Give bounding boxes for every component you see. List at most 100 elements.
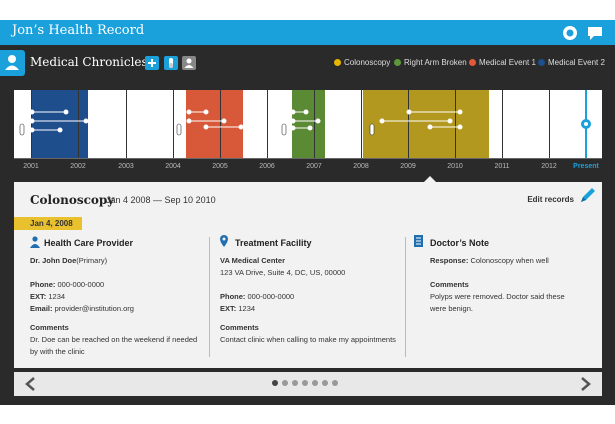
year-label: 2012: [541, 163, 557, 170]
phone-label: Phone:: [30, 280, 56, 289]
provider-column: Health Care Provider Dr. John Doe(Primar…: [30, 236, 205, 358]
year-label-present[interactable]: Present: [573, 163, 599, 170]
provider-comments: Dr. Doe can be reached on the weekend if…: [30, 335, 198, 356]
provider-email[interactable]: provider@institution.org: [54, 304, 134, 313]
medication-icon: [169, 58, 173, 68]
pager-dot[interactable]: [322, 380, 328, 386]
user-icon: [5, 55, 19, 70]
provider-phone: 000-000-0000: [57, 280, 105, 289]
year-label: 2008: [353, 163, 369, 170]
year-gridline: [78, 90, 79, 158]
event-band-medical-event-1[interactable]: [186, 90, 243, 158]
note-response: Colonoscopy when well: [470, 256, 549, 265]
facility-ext: 1234: [238, 304, 256, 313]
year-label: 2005: [212, 163, 228, 170]
year-label: 2002: [70, 163, 86, 170]
facility-name: VA Medical Center: [220, 256, 286, 265]
year-label: 2009: [400, 163, 416, 170]
medication-button[interactable]: [164, 56, 178, 70]
response-label: Response:: [430, 256, 469, 265]
pager-dot[interactable]: [312, 380, 318, 386]
timeline-event-markers: [19, 109, 591, 136]
column-divider: [405, 237, 406, 357]
email-label: Email:: [30, 304, 53, 313]
facility-heading-text: Treatment Facility: [235, 238, 312, 248]
selection-pointer: [423, 176, 437, 183]
event-date-range: Jan 4 2008 — Sep 10 2010: [106, 195, 216, 205]
event-detail-card: Colonoscopy Jan 4 2008 — Sep 10 2010 Edi…: [14, 182, 602, 368]
chevron-right-icon[interactable]: [580, 376, 592, 392]
facility-column: Treatment Facility VA Medical Center 123…: [220, 235, 400, 346]
phone-label: Phone:: [220, 292, 246, 301]
timeline[interactable]: [14, 90, 602, 158]
event-band-colonoscopy[interactable]: [363, 90, 489, 158]
comments-label: Comments: [220, 323, 259, 332]
location-pin-icon: [220, 235, 228, 247]
legend-item-medical-event-1[interactable]: Medical Event 1: [469, 58, 536, 67]
note-heading: Doctor’s Note: [414, 235, 574, 249]
chevron-left-icon[interactable]: [24, 376, 36, 392]
person-icon: [184, 58, 194, 68]
add-button[interactable]: [145, 56, 159, 70]
pager-dot[interactable]: [282, 380, 288, 386]
year-label: 2007: [306, 163, 322, 170]
note-heading-text: Doctor’s Note: [430, 238, 490, 248]
year-label: 2010: [447, 163, 463, 170]
legend-item-medical-event-2[interactable]: Medical Event 2: [538, 58, 605, 67]
legend-label: Medical Event 2: [548, 58, 605, 67]
pencil-icon[interactable]: [578, 186, 596, 206]
year-gridline: [408, 90, 409, 158]
legend-dot: [394, 58, 401, 66]
year-label: 2011: [494, 163, 510, 170]
pager-dot[interactable]: [302, 380, 308, 386]
legend-label: Colonoscopy: [344, 58, 391, 67]
pager-dot[interactable]: [332, 380, 338, 386]
event-band-right-arm-broken[interactable]: [292, 90, 325, 158]
provider-role: (Primary): [76, 256, 108, 265]
facility-address: 123 VA Drive, Suite 4, DC, US, 00000: [220, 268, 346, 277]
date-tag: Jan 4, 2008: [14, 217, 82, 230]
year-gridline: [267, 90, 268, 158]
pager-dot[interactable]: [292, 380, 298, 386]
year-label: 2001: [23, 163, 39, 170]
legend-item-colonoscopy[interactable]: Colonoscopy: [334, 58, 390, 67]
ext-label: EXT:: [220, 304, 237, 313]
legend-label: Medical Event 1: [479, 58, 536, 67]
year-gridline: [361, 90, 362, 158]
profile-button[interactable]: [0, 50, 25, 76]
year-label: 2006: [259, 163, 275, 170]
column-divider: [209, 237, 210, 357]
event-title: Colonoscopy: [30, 193, 115, 207]
provider-heading: Health Care Provider: [30, 236, 205, 249]
provider-heading-text: Health Care Provider: [44, 238, 134, 248]
year-gridline: [31, 90, 32, 158]
ext-label: EXT:: [30, 292, 47, 301]
pager-dot-active[interactable]: [272, 380, 278, 386]
note-comments: Polyps were removed. Doctor said these w…: [430, 292, 565, 313]
section-title: Medical Chronicles: [30, 55, 148, 69]
legend-dot: [538, 58, 545, 66]
legend-dot: [469, 58, 476, 66]
legend-dot: [334, 58, 341, 66]
edit-records-link[interactable]: Edit records: [527, 195, 574, 204]
provider-icon: [30, 236, 40, 248]
comments-label: Comments: [430, 280, 469, 289]
message-icon[interactable]: [586, 24, 604, 42]
person-button[interactable]: [182, 56, 196, 70]
add-icon: [148, 59, 156, 67]
year-gridline: [502, 90, 503, 158]
record-icon[interactable]: [561, 24, 579, 42]
year-gridline: [314, 90, 315, 158]
year-label: 2003: [118, 163, 134, 170]
facility-comments: Contact clinic when calling to make my a…: [220, 335, 396, 344]
legend-label: Right Arm Broken: [404, 58, 467, 67]
legend-item-right-arm-broken[interactable]: Right Arm Broken: [394, 58, 467, 67]
facility-heading: Treatment Facility: [220, 235, 400, 249]
document-icon: [414, 235, 423, 247]
provider-name: Dr. John Doe: [30, 256, 77, 265]
year-gridline: [455, 90, 456, 158]
app-title: Jon’s Health Record: [12, 23, 145, 38]
header-bar: [0, 20, 615, 45]
pager-bar: [14, 372, 602, 396]
timeline-axis: [14, 158, 602, 159]
